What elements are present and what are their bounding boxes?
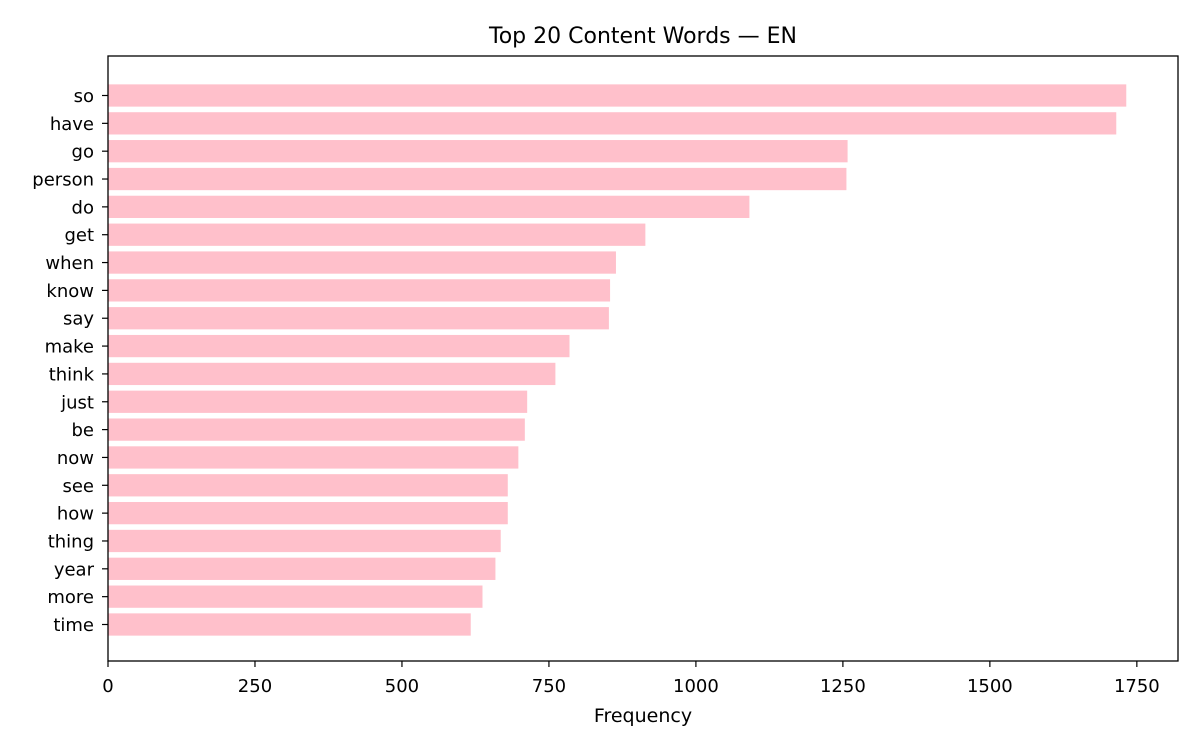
x-tick-label: 250	[238, 676, 272, 697]
x-tick-label: 1250	[820, 676, 866, 697]
bar-thing	[108, 529, 501, 553]
x-tick-label: 1750	[1114, 676, 1160, 697]
x-tick-label: 0	[102, 676, 113, 697]
bar-make	[108, 334, 570, 358]
category-label: how	[57, 504, 94, 525]
bar-get	[108, 223, 646, 246]
x-ticks-group: 0 250 500 750 1000 1250 1500 1750	[102, 661, 1160, 697]
bar-be	[108, 418, 525, 441]
category-label: do	[72, 197, 94, 218]
category-label: know	[46, 281, 94, 302]
category-label: make	[45, 337, 94, 358]
category-label: get	[64, 225, 94, 246]
category-label: more	[47, 587, 94, 608]
category-label: see	[62, 476, 94, 497]
bar-just	[108, 390, 528, 413]
bar-know	[108, 279, 611, 302]
category-label: time	[53, 615, 94, 636]
bar-so	[108, 84, 1127, 107]
bar-more	[108, 585, 483, 608]
bars-group	[108, 84, 1127, 636]
bar-person	[108, 167, 847, 191]
plot-frame	[107, 55, 1179, 662]
bar-year	[108, 557, 496, 580]
category-label: when	[45, 253, 94, 274]
x-axis-label: Frequency	[594, 705, 692, 727]
category-label: now	[57, 448, 94, 469]
category-label: go	[72, 142, 94, 163]
chart-title: Top 20 Content Words — EN	[488, 24, 797, 49]
category-label: year	[54, 559, 95, 580]
category-label: so	[74, 86, 94, 107]
category-label: person	[32, 170, 94, 191]
category-label: have	[50, 114, 94, 135]
bar-time	[108, 613, 471, 636]
bar-think	[108, 362, 556, 386]
bar-go	[108, 140, 848, 163]
bar-see	[108, 474, 508, 497]
category-label: say	[63, 309, 94, 330]
category-label: thing	[48, 531, 94, 552]
bar-do	[108, 195, 750, 219]
x-tick-label: 750	[532, 676, 566, 697]
x-tick-label: 1500	[967, 676, 1013, 697]
bar-say	[108, 307, 609, 330]
category-labels-group: so have go person do get when know say make think j…	[32, 86, 108, 636]
bar-have	[108, 112, 1117, 135]
category-label: think	[49, 364, 95, 385]
bar-how	[108, 501, 508, 525]
x-tick-label: 500	[385, 676, 419, 697]
category-label: be	[72, 420, 95, 441]
bar-when	[108, 251, 616, 274]
x-tick-label: 1000	[673, 676, 719, 697]
category-label: just	[60, 392, 94, 413]
bar-now	[108, 446, 519, 469]
